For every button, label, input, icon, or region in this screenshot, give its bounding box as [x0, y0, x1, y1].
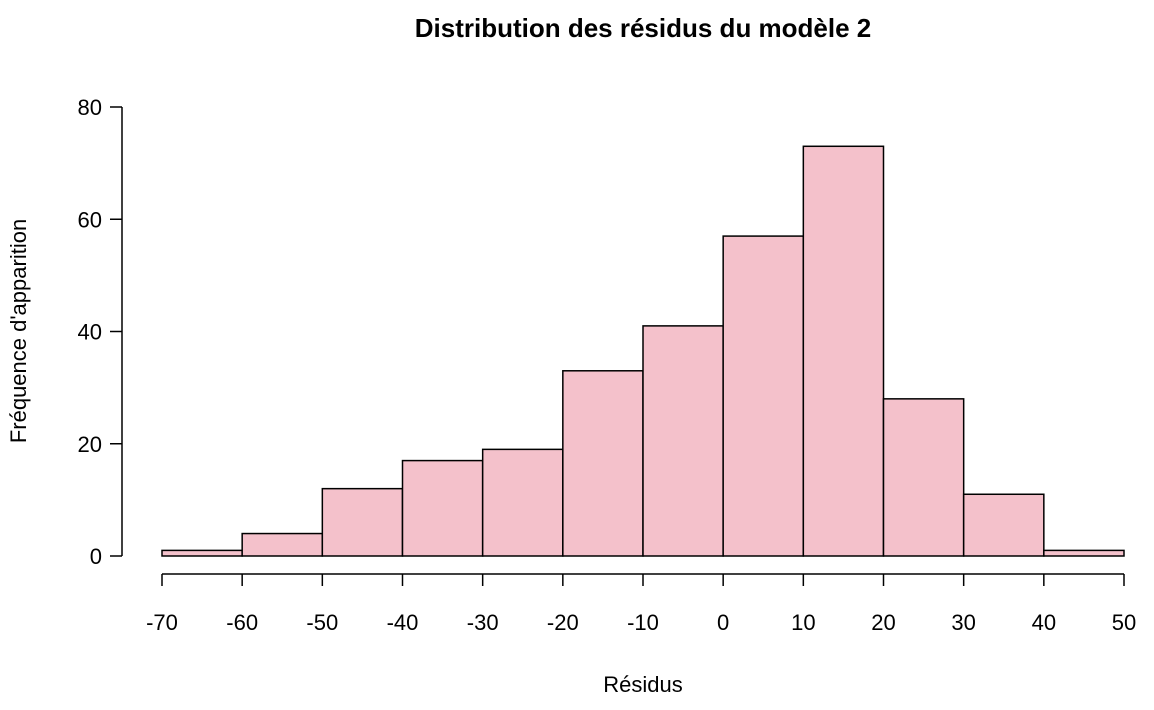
- y-tick-label: 60: [78, 207, 102, 232]
- x-tick-label: 0: [717, 610, 729, 635]
- x-tick-label: 10: [791, 610, 815, 635]
- x-tick-label: -30: [467, 610, 499, 635]
- y-axis: 0 20 40 60 80: [78, 95, 123, 569]
- x-tick-label: -50: [306, 610, 338, 635]
- y-tick-label: 0: [90, 544, 102, 569]
- histogram-bar: [241, 532, 324, 557]
- x-tick-label: -40: [387, 610, 419, 635]
- histogram-bar: [802, 145, 885, 557]
- histogram-bar: [642, 325, 724, 557]
- x-axis-label: Résidus: [603, 672, 682, 697]
- histogram-bar: [962, 493, 1045, 557]
- x-tick-label: 50: [1112, 610, 1136, 635]
- y-tick-label: 80: [78, 95, 102, 120]
- x-tick-label: -10: [627, 610, 659, 635]
- x-tick-label: -20: [547, 610, 579, 635]
- y-tick-label: 40: [78, 320, 102, 345]
- x-tick-label: -70: [146, 610, 178, 635]
- histogram-bar: [321, 487, 404, 557]
- x-axis: -70 -60 -50 -40 -30 -20 -10 0 10 20 30 40 50: [146, 573, 1136, 635]
- histogram-bar: [161, 549, 243, 557]
- x-tick-label: 20: [871, 610, 895, 635]
- chart-title: Distribution des résidus du modèle 2: [415, 13, 872, 43]
- histogram-bar: [722, 235, 805, 557]
- x-tick-label: 40: [1032, 610, 1056, 635]
- histogram-bar: [481, 448, 564, 557]
- x-tick-label: 30: [951, 610, 975, 635]
- histogram-bar: [401, 459, 484, 557]
- y-axis-label: Fréquence d'apparition: [6, 219, 31, 443]
- histogram-bar: [882, 398, 965, 557]
- histogram-bar: [1043, 549, 1125, 557]
- bars-group: [161, 145, 1125, 557]
- x-tick-label: -60: [226, 610, 258, 635]
- histogram-bar: [562, 370, 644, 557]
- y-tick-label: 20: [78, 432, 102, 457]
